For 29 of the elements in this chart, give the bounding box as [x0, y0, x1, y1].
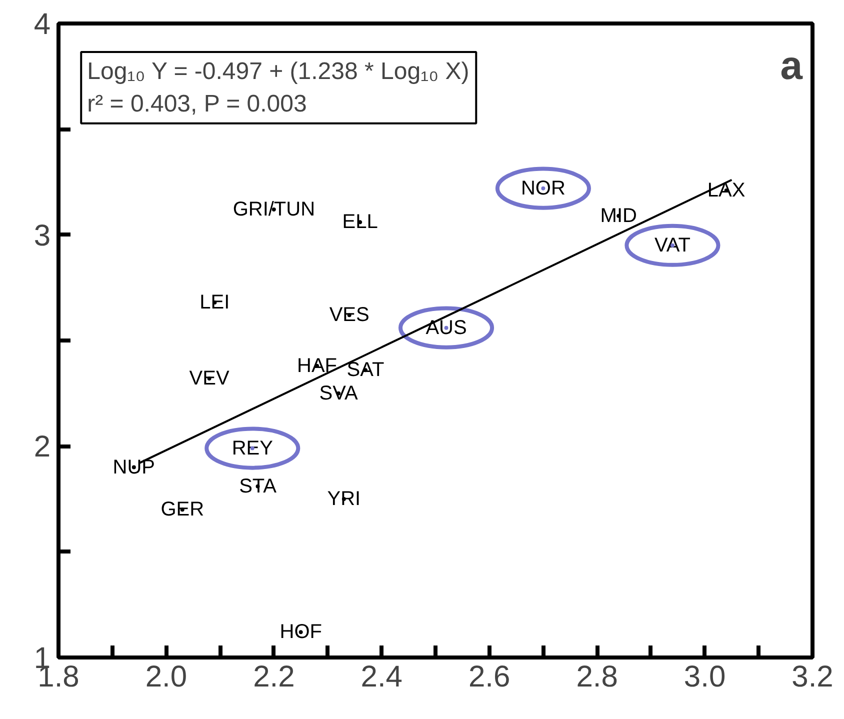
annotation: Log₁₀ Y = -0.497 + (1.238 * Log₁₀ X) r² = 0.403, P = 0.003: [87, 58, 470, 118]
data-label: VAT: [654, 234, 690, 256]
data-label: VES: [329, 304, 370, 326]
data-label: ELL: [342, 211, 378, 234]
text: 3.0: [684, 660, 726, 694]
y-tick-label: 2: [34, 430, 51, 464]
text: 2.0: [145, 660, 188, 694]
x-tick-label: 3.2: [792, 660, 834, 694]
data-label: SVA: [319, 382, 358, 404]
data-label: NOR: [520, 177, 566, 200]
data-label: NUP: [112, 456, 156, 478]
y-tick-label: 3: [34, 219, 51, 252]
x-tick-label: 2.6: [468, 660, 510, 694]
x-tick-label: 2.8: [576, 660, 618, 694]
data-label: REY: [232, 437, 273, 460]
x-tick-label: 2.2: [253, 660, 295, 694]
data-label: MID: [600, 204, 637, 227]
data-label: VEV: [189, 368, 230, 390]
annotation: a: [780, 44, 804, 88]
data-label: GRI/TUN: [232, 198, 316, 220]
data-label: HAF: [297, 354, 338, 377]
data-label: SAT: [346, 359, 384, 382]
x-tick-label: 2.4: [360, 660, 403, 694]
data-label: STA: [239, 475, 278, 498]
data-label: LEI: [200, 291, 230, 314]
y-tick-label: 4: [34, 8, 51, 41]
data-label: GER: [160, 498, 204, 521]
data-label: HOF: [280, 621, 322, 644]
data-label: AUS: [426, 316, 467, 339]
